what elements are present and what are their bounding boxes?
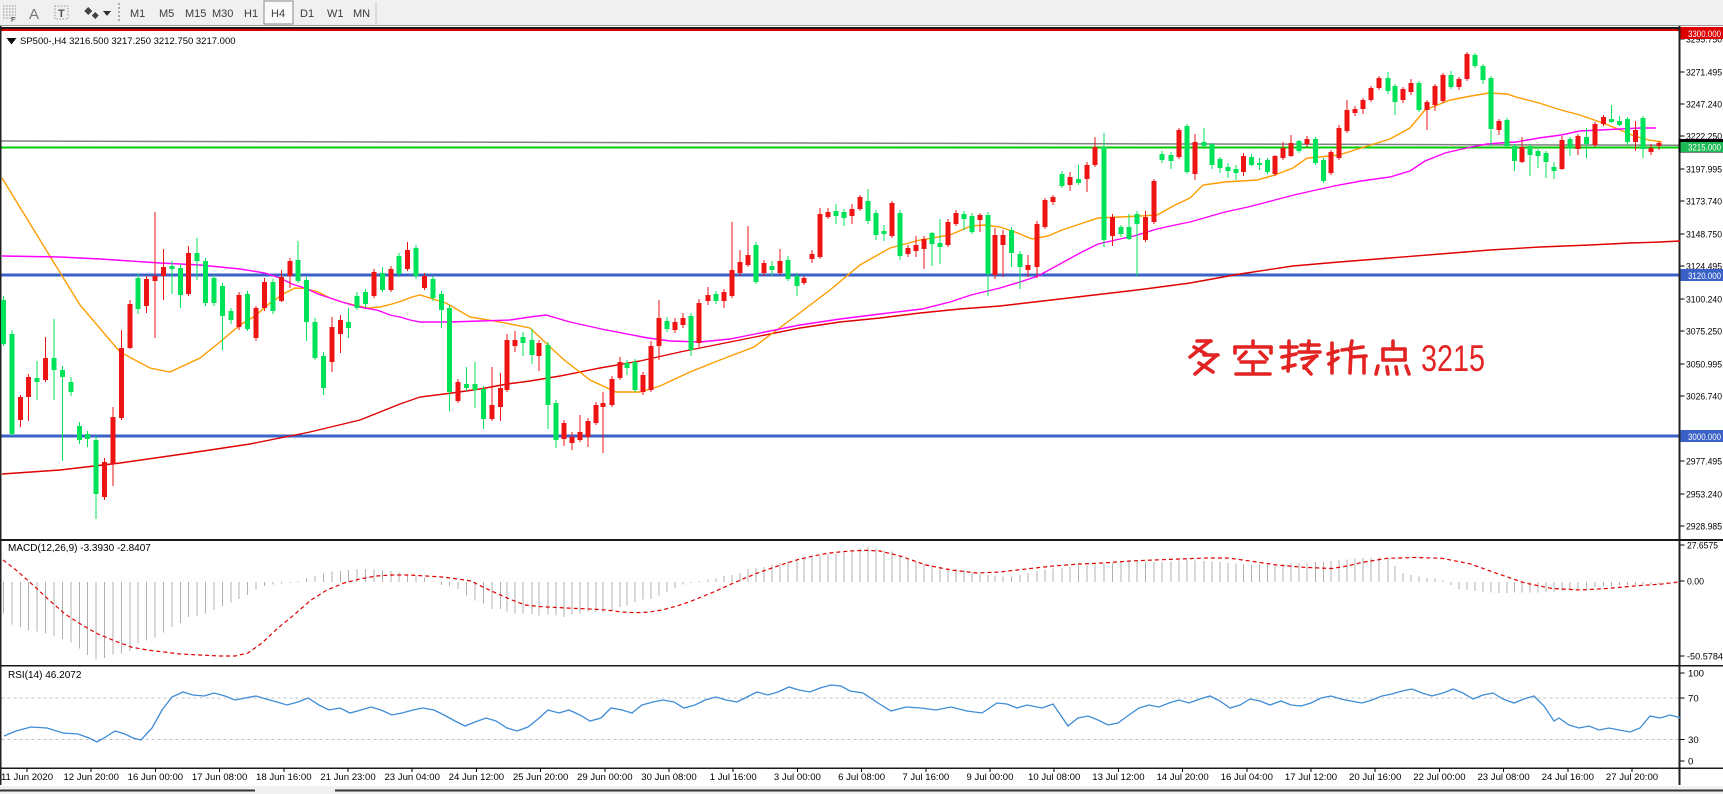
svg-text:A: A	[29, 6, 39, 23]
svg-text:13 Jul 12:00: 13 Jul 12:00	[1092, 772, 1144, 783]
svg-text:MN: MN	[353, 8, 370, 20]
svg-text:10 Jul 08:00: 10 Jul 08:00	[1028, 772, 1080, 783]
svg-text:24 Jun 12:00: 24 Jun 12:00	[449, 772, 504, 783]
svg-text:24 Jul 16:00: 24 Jul 16:00	[1542, 772, 1594, 783]
svg-text:H4: H4	[271, 8, 285, 20]
svg-text:7 Jul 16:00: 7 Jul 16:00	[902, 772, 949, 783]
svg-text:3100.240: 3100.240	[1686, 295, 1722, 306]
svg-text:2928.985: 2928.985	[1686, 522, 1722, 533]
svg-text:3300.000: 3300.000	[1688, 29, 1721, 40]
svg-text:30 Jun 08:00: 30 Jun 08:00	[641, 772, 696, 783]
svg-text:3247.240: 3247.240	[1686, 100, 1722, 111]
svg-text:22 Jul 00:00: 22 Jul 00:00	[1413, 772, 1465, 783]
svg-text:H1: H1	[244, 8, 258, 20]
svg-text:SP500-,H4 3216.500 3217.250 3: SP500-,H4 3216.500 3217.250 3212.750 321…	[20, 36, 236, 47]
svg-text:17 Jul 12:00: 17 Jul 12:00	[1285, 772, 1337, 783]
svg-text:W1: W1	[327, 8, 344, 20]
svg-text:M1: M1	[130, 8, 145, 20]
svg-text:T: T	[58, 8, 65, 20]
svg-text:17 Jun 08:00: 17 Jun 08:00	[192, 772, 247, 783]
svg-text:0: 0	[1688, 757, 1693, 768]
svg-text:12 Jun 20:00: 12 Jun 20:00	[63, 772, 118, 783]
svg-text:2977.495: 2977.495	[1686, 457, 1722, 468]
svg-text:1 Jul 16:00: 1 Jul 16:00	[710, 772, 757, 783]
svg-text:3215.000: 3215.000	[1688, 143, 1721, 154]
svg-text:0.00: 0.00	[1687, 577, 1704, 588]
svg-text:100: 100	[1688, 669, 1704, 680]
svg-text:29 Jun 00:00: 29 Jun 00:00	[577, 772, 632, 783]
svg-text:M15: M15	[185, 8, 206, 20]
svg-text:F: F	[11, 17, 15, 24]
svg-text:30: 30	[1688, 735, 1699, 746]
svg-text:3000.000: 3000.000	[1688, 432, 1721, 443]
svg-text:M30: M30	[212, 8, 233, 20]
svg-text:2953.240: 2953.240	[1686, 490, 1722, 501]
svg-text:16 Jun 00:00: 16 Jun 00:00	[128, 772, 183, 783]
svg-text:25 Jun 20:00: 25 Jun 20:00	[513, 772, 568, 783]
svg-text:18 Jun 16:00: 18 Jun 16:00	[256, 772, 311, 783]
svg-text:3295.750: 3295.750	[1686, 35, 1722, 46]
svg-text:3120.000: 3120.000	[1688, 271, 1721, 282]
svg-text:3050.995: 3050.995	[1686, 360, 1722, 371]
svg-text:23 Jul 08:00: 23 Jul 08:00	[1477, 772, 1529, 783]
svg-text:23 Jun 04:00: 23 Jun 04:00	[384, 772, 439, 783]
svg-text:-50.5784: -50.5784	[1687, 652, 1723, 663]
svg-text:3173.740: 3173.740	[1686, 197, 1722, 208]
svg-text:3271.495: 3271.495	[1686, 68, 1722, 79]
svg-text:11 Jun 2020: 11 Jun 2020	[1, 772, 53, 783]
svg-text:20 Jul 16:00: 20 Jul 16:00	[1349, 772, 1401, 783]
svg-text:27 Jul 20:00: 27 Jul 20:00	[1606, 772, 1658, 783]
svg-text:D1: D1	[300, 8, 314, 20]
svg-text:14 Jul 20:00: 14 Jul 20:00	[1156, 772, 1208, 783]
svg-text:3075.250: 3075.250	[1686, 327, 1722, 338]
svg-text:3215: 3215	[1421, 338, 1485, 379]
svg-text:21 Jun 23:00: 21 Jun 23:00	[320, 772, 375, 783]
svg-text:9 Jul 00:00: 9 Jul 00:00	[967, 772, 1014, 783]
svg-text:RSI(14) 46.2072: RSI(14) 46.2072	[8, 670, 82, 681]
svg-text:6 Jul 08:00: 6 Jul 08:00	[838, 772, 885, 783]
svg-text:M5: M5	[159, 8, 174, 20]
svg-text:3222.250: 3222.250	[1686, 132, 1722, 143]
svg-text:70: 70	[1688, 694, 1699, 705]
svg-text:16 Jul 04:00: 16 Jul 04:00	[1221, 772, 1273, 783]
svg-text:MACD(12,26,9) -3.3930 -2.8407: MACD(12,26,9) -3.3930 -2.8407	[8, 543, 151, 554]
svg-text:3148.750: 3148.750	[1686, 230, 1722, 241]
svg-text:3026.740: 3026.740	[1686, 392, 1722, 403]
svg-text:3197.995: 3197.995	[1686, 165, 1722, 176]
svg-text:3 Jul 00:00: 3 Jul 00:00	[774, 772, 821, 783]
svg-text:3124.495: 3124.495	[1686, 262, 1722, 273]
svg-text:27.6575: 27.6575	[1687, 541, 1718, 552]
